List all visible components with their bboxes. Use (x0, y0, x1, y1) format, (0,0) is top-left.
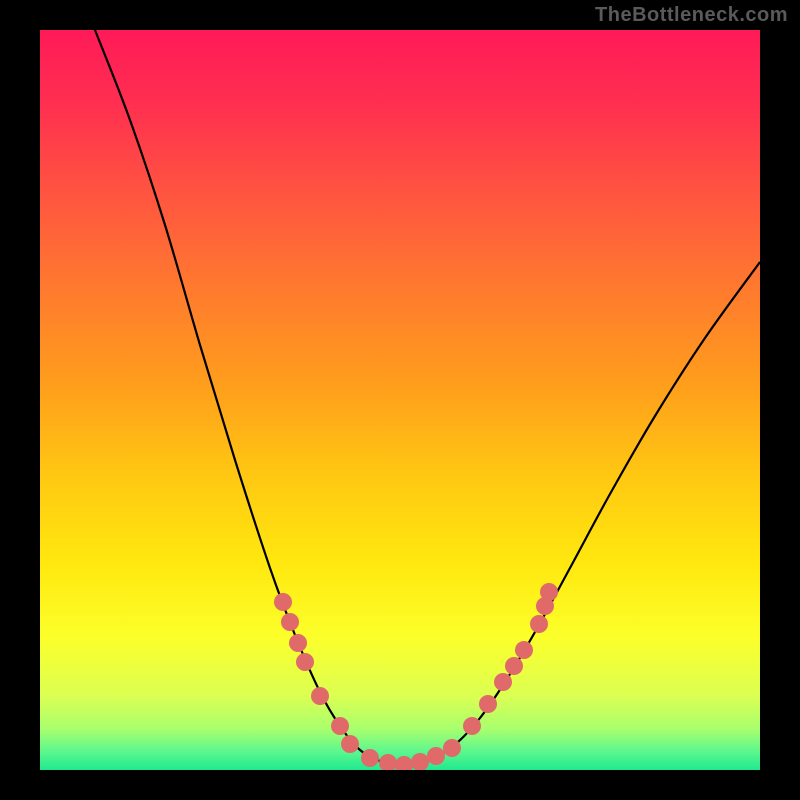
data-marker (540, 583, 558, 601)
watermark-text: TheBottleneck.com (595, 4, 788, 27)
data-marker (361, 749, 379, 767)
data-marker (505, 657, 523, 675)
data-marker (479, 695, 497, 713)
data-marker (341, 735, 359, 753)
data-marker (274, 593, 292, 611)
chart-container: TheBottleneck.com (0, 0, 800, 800)
data-marker (331, 717, 349, 735)
bottom-mask-band (40, 770, 760, 800)
data-marker (411, 753, 429, 771)
data-marker (515, 641, 533, 659)
chart-svg (0, 0, 800, 800)
data-marker (463, 717, 481, 735)
data-marker (530, 615, 548, 633)
data-marker (296, 653, 314, 671)
data-marker (443, 739, 461, 757)
data-marker (494, 673, 512, 691)
data-marker (289, 634, 307, 652)
gradient-background (40, 30, 760, 770)
data-marker (427, 747, 445, 765)
data-marker (311, 687, 329, 705)
data-marker (281, 613, 299, 631)
